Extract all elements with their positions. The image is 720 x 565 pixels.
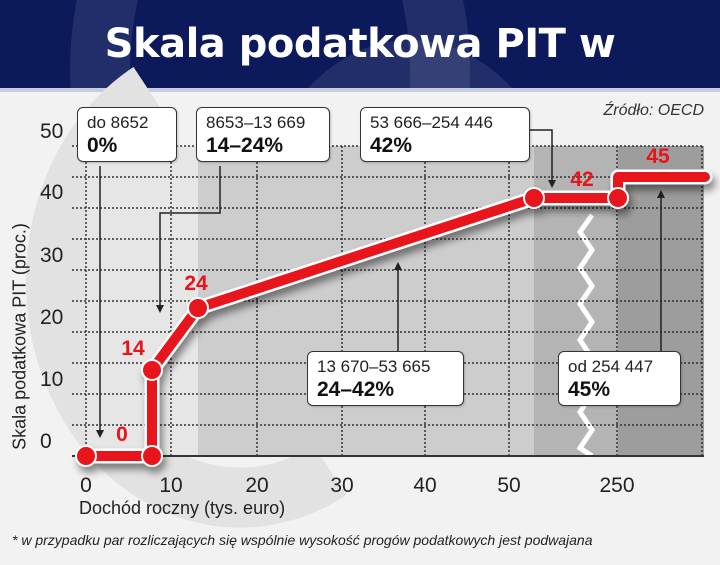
y-axis-label: Skala podatkowa PIT (proc.) — [9, 223, 30, 450]
bracket-range: do 8652 — [87, 113, 149, 132]
x-axis-label: Dochód roczny (tys. euro) — [79, 498, 286, 518]
svg-text:50: 50 — [40, 120, 63, 143]
data-point — [187, 297, 209, 319]
bracket-range: od 254 447 — [568, 357, 654, 376]
svg-text:0: 0 — [40, 430, 52, 453]
axis-break-zigzag — [576, 213, 596, 459]
point-label-24: 24 — [184, 272, 208, 295]
data-point — [141, 359, 163, 381]
tax-rate-line — [75, 169, 713, 467]
header-divider — [0, 88, 720, 92]
x-tick-labels: 0 10 20 30 40 50 250 — [80, 474, 634, 497]
svg-text:40: 40 — [40, 181, 63, 204]
svg-text:30: 30 — [40, 244, 63, 267]
header-banner: Skala podatkowa PIT w Niemczech* — [0, 0, 720, 88]
bracket-rate: 24–42% — [317, 378, 395, 401]
svg-text:20: 20 — [245, 474, 268, 497]
svg-text:30: 30 — [330, 474, 353, 497]
chart-title: Skala podatkowa PIT w Niemczech* — [104, 21, 616, 67]
point-label-0: 0 — [116, 423, 128, 446]
y-tick-labels: 50 40 30 20 10 0 — [40, 120, 63, 453]
svg-text:20: 20 — [40, 306, 63, 329]
svg-text:50: 50 — [497, 474, 520, 497]
bracket-rate: 0% — [87, 134, 118, 157]
arrowheads — [96, 180, 665, 438]
source-note: Źródło: OECD — [603, 102, 704, 119]
svg-text:10: 10 — [40, 368, 63, 391]
callout-bracket-0: do 8652 0% — [77, 107, 177, 162]
data-point — [523, 187, 545, 209]
bracket-range: 8653–13 669 — [206, 113, 306, 132]
footnote: * w przypadku par rozliczających się wsp… — [12, 532, 593, 548]
svg-text:0: 0 — [80, 474, 92, 497]
bracket-rate: 42% — [370, 134, 413, 157]
data-point — [141, 445, 163, 467]
bracket-range: 13 670–53 665 — [317, 357, 431, 376]
bracket-rate: 14–24% — [206, 134, 284, 157]
point-label-14: 14 — [121, 337, 145, 360]
point-label-42: 42 — [570, 168, 593, 191]
data-point — [75, 445, 97, 467]
callout-leaders — [99, 129, 662, 430]
bracket-range: 53 666–254 446 — [370, 113, 493, 132]
data-point — [607, 187, 629, 209]
svg-text:40: 40 — [413, 474, 436, 497]
point-label-45: 45 — [646, 145, 670, 168]
callout-bracket-2: 13 670–53 665 24–42% — [307, 351, 464, 406]
bracket-rate: 45% — [568, 378, 611, 401]
callout-bracket-1: 8653–13 669 14–24% — [196, 107, 330, 162]
point-labels: 0 14 24 42 45 — [116, 145, 670, 446]
callout-bracket-4: od 254 447 45% — [558, 351, 681, 406]
svg-text:250: 250 — [599, 474, 634, 497]
callout-bracket-3: 53 666–254 446 42% — [360, 107, 530, 162]
svg-text:10: 10 — [159, 474, 182, 497]
